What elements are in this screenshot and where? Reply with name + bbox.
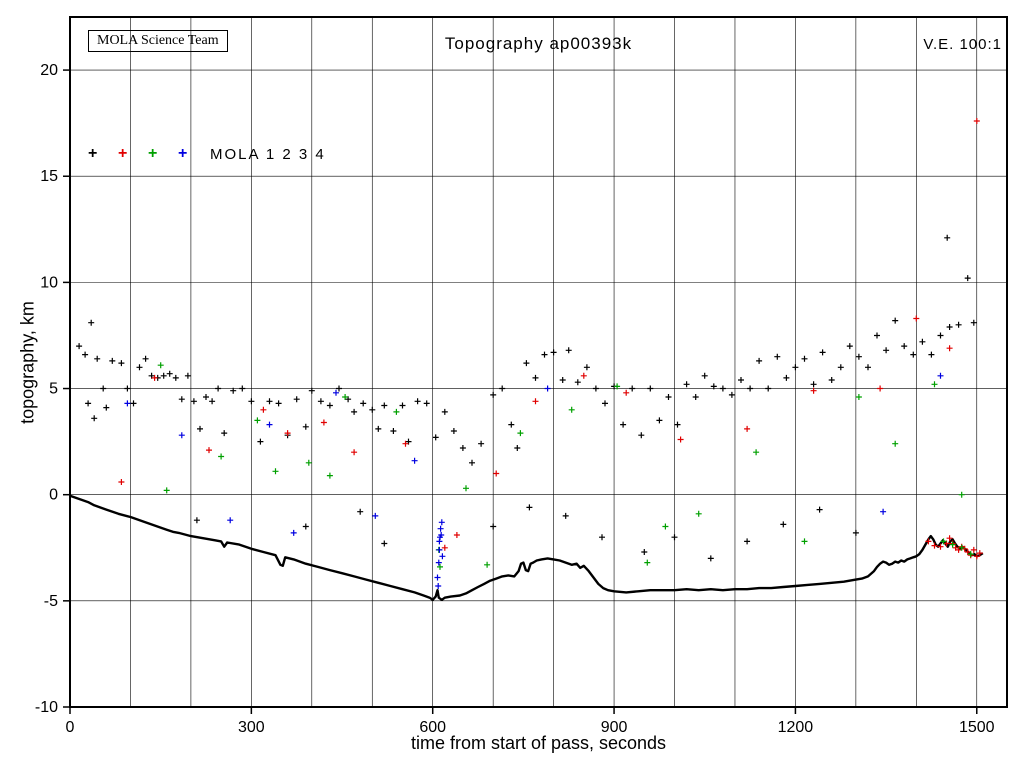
svg-text:5: 5 [49,381,58,398]
svg-text:0: 0 [49,487,58,504]
legend-label: MOLA 1 2 3 4 [210,145,326,163]
svg-text:15: 15 [40,168,58,185]
chart-title: Topography ap00393k [444,34,633,53]
svg-text:1200: 1200 [778,719,814,736]
svg-text:10: 10 [40,274,58,291]
y-axis-label: topography, km [17,301,38,424]
legend-marker-mola1-plus-icon: + [88,145,98,162]
legend: + + + + MOLA 1 2 3 4 [88,145,326,163]
svg-text:-10: -10 [35,699,58,716]
svg-text:0: 0 [66,719,75,736]
svg-text:-5: -5 [44,593,58,610]
svg-text:300: 300 [238,719,265,736]
vertical-exaggeration-label: V.E. 100:1 [923,36,1002,53]
svg-text:20: 20 [40,62,58,79]
legend-marker-mola4-plus-icon: + [178,145,188,162]
mola-science-team-box: MOLA Science Team [88,30,228,52]
svg-text:900: 900 [601,719,628,736]
svg-text:600: 600 [419,719,446,736]
x-axis-label: time from start of pass, seconds [410,733,667,753]
svg-text:1500: 1500 [959,719,995,736]
legend-marker-mola3-plus-icon: + [148,145,158,162]
legend-marker-mola2-plus-icon: + [118,145,128,162]
